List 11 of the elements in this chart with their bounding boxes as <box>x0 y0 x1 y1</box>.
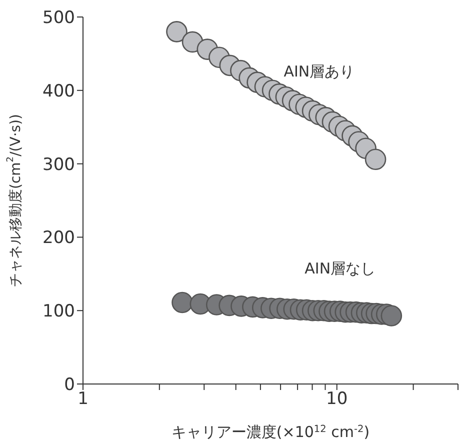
x-axis-title: キャリアー濃度(×10$^{12}$ cm$^{-2}$) <box>171 423 370 441</box>
x-tick-label: 10 <box>326 389 348 410</box>
y-tick-label: 400 <box>42 81 75 102</box>
y-tick-label: 100 <box>42 302 75 322</box>
y-tick-label: 200 <box>42 228 75 248</box>
y-tick-label: 500 <box>42 8 75 28</box>
series-label: AIN層あり <box>284 62 355 81</box>
y-tick-label: 300 <box>42 154 75 175</box>
y-tick-label: 0 <box>64 375 75 396</box>
x-tick-label: 1 <box>78 389 88 410</box>
series-label: AIN層なし <box>304 259 376 278</box>
